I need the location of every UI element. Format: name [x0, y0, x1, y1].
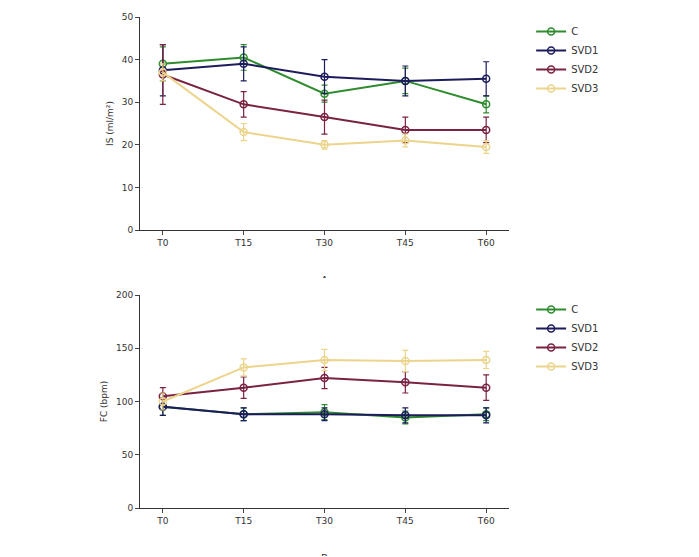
svg-text:T0: T0 — [156, 516, 168, 526]
svg-text:T15: T15 — [234, 238, 252, 248]
svg-text:T30: T30 — [315, 238, 333, 248]
svg-text:SVD1: SVD1 — [571, 323, 598, 334]
svg-text:30: 30 — [122, 97, 134, 107]
svg-text:SVD3: SVD3 — [571, 361, 598, 372]
svg-text:SVD1: SVD1 — [571, 45, 598, 56]
svg-text:T45: T45 — [396, 516, 414, 526]
svg-text:0: 0 — [127, 503, 133, 513]
svg-text:0: 0 — [127, 225, 133, 235]
svg-text:T60: T60 — [477, 516, 495, 526]
svg-text:50: 50 — [122, 450, 134, 460]
svg-text:150: 150 — [116, 343, 133, 353]
svg-text:T45: T45 — [396, 238, 414, 248]
svg-text:T0: T0 — [156, 238, 168, 248]
svg-text:200: 200 — [116, 290, 133, 300]
svg-text:100: 100 — [116, 397, 133, 407]
svg-text:IS (ml/m²): IS (ml/m²) — [105, 101, 115, 146]
svg-text:50: 50 — [122, 12, 134, 22]
svg-text:C: C — [571, 304, 578, 315]
svg-text:FC (bpm): FC (bpm) — [99, 381, 109, 423]
svg-text:20: 20 — [122, 140, 134, 150]
svg-text:B: B — [321, 553, 328, 556]
svg-text:T15: T15 — [234, 516, 252, 526]
svg-text:T30: T30 — [315, 516, 333, 526]
svg-text:SVD2: SVD2 — [571, 64, 598, 75]
svg-text:A: A — [321, 275, 328, 278]
svg-text:10: 10 — [122, 183, 134, 193]
svg-text:T60: T60 — [477, 238, 495, 248]
svg-text:SVD2: SVD2 — [571, 342, 598, 353]
svg-text:40: 40 — [122, 55, 134, 65]
svg-text:C: C — [571, 26, 578, 37]
svg-text:SVD3: SVD3 — [571, 83, 598, 94]
